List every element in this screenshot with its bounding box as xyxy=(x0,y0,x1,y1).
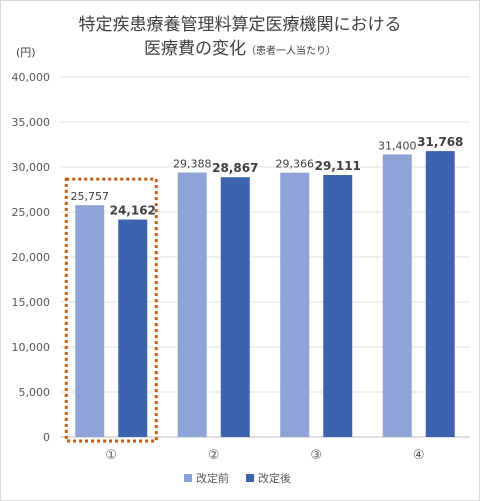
legend-swatch xyxy=(184,474,192,482)
data-label: 25,757 xyxy=(71,190,110,203)
y-tick-label: 35,000 xyxy=(12,116,51,129)
x-category-label: ① xyxy=(105,448,117,463)
legend-label: 改定後 xyxy=(258,471,291,485)
x-category-label: ③ xyxy=(310,448,322,463)
bar-before xyxy=(75,205,105,437)
bar-before xyxy=(382,154,412,437)
x-category-label: ② xyxy=(208,448,220,463)
chart-title-subnote: （患者一人当たり） xyxy=(246,46,336,57)
legend-swatch xyxy=(246,474,254,482)
data-label: 31,400 xyxy=(378,139,417,152)
y-tick-label: 25,000 xyxy=(12,206,51,219)
y-tick-label: 40,000 xyxy=(12,71,51,84)
data-label: 31,768 xyxy=(417,135,463,149)
chart-title-main: 医療費の変化 xyxy=(144,39,246,59)
bar-before xyxy=(177,172,207,437)
bar-after xyxy=(323,175,353,437)
bar-after xyxy=(220,177,250,437)
y-tick-label: 5,000 xyxy=(19,386,51,399)
bar-after xyxy=(425,151,455,437)
y-tick-label: 0 xyxy=(43,431,50,444)
y-tick-label: 20,000 xyxy=(12,251,51,264)
chart-title-line1: 特定疾患療養管理料算定医療機関における xyxy=(78,15,402,35)
data-label: 29,388 xyxy=(173,158,212,171)
data-label: 24,162 xyxy=(110,204,156,218)
bar-after xyxy=(118,219,148,437)
data-label: 29,111 xyxy=(315,159,361,173)
y-tick-label: 30,000 xyxy=(12,161,51,174)
y-tick-label: 10,000 xyxy=(12,341,51,354)
x-category-label: ④ xyxy=(413,448,425,463)
y-axis-unit-label: (円) xyxy=(16,46,36,59)
bar-before xyxy=(280,172,310,437)
data-label: 29,366 xyxy=(276,158,315,171)
y-tick-label: 15,000 xyxy=(12,296,51,309)
highlight-box xyxy=(64,177,158,443)
data-label: 28,867 xyxy=(212,161,258,175)
legend-label: 改定前 xyxy=(196,471,229,485)
chart-title-line2: 医療費の変化（患者一人当たり） xyxy=(0,34,480,59)
